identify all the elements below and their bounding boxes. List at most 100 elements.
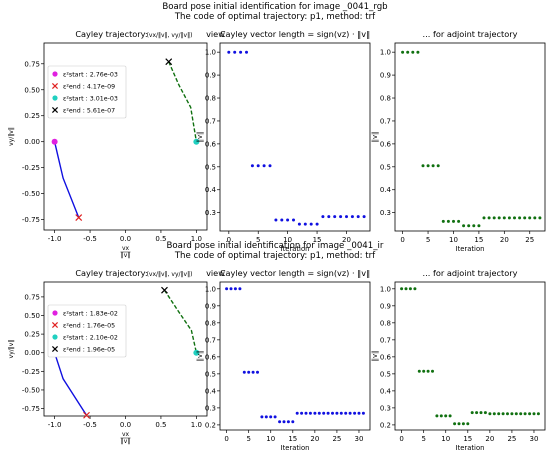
fig2-length-data-point xyxy=(291,420,295,424)
fig1-cayley-ytick-label: 0.50 xyxy=(24,86,40,94)
fig1-adjoint-xtick-label: 5 xyxy=(426,236,430,244)
fig2-length-data-point xyxy=(247,370,251,374)
fig2-cayley-legend-marker xyxy=(51,345,59,353)
fig1-adjoint-data-point xyxy=(472,224,476,228)
fig2-length-data-point xyxy=(269,415,273,419)
fig1-cayley-ylabel: vy/‖v‖ xyxy=(8,127,15,146)
fig2-cayley-title: Cayley trajectory: xyxy=(75,268,147,278)
fig1-length-data-point xyxy=(286,218,290,222)
fig2-length-data-point xyxy=(344,411,348,415)
fig1-length-data-point xyxy=(309,222,313,226)
fig2-adjoint-data-point xyxy=(470,411,474,415)
fig1-cayley-point-2 xyxy=(75,214,83,221)
fig1-length-data-point xyxy=(333,215,337,219)
fig1-adjoint-data-point xyxy=(518,216,522,220)
fig1-adjoint-data-point xyxy=(411,50,415,54)
fig1-length-data-point xyxy=(356,215,360,219)
fig1-cayley-ytick-label: -0.75 xyxy=(22,216,40,224)
fig2-adjoint-ytick-label: 0.7 xyxy=(380,336,391,344)
fig2-cayley-xtick-label: -0.5 xyxy=(83,421,97,429)
fig1-adjoint-data-point xyxy=(538,216,542,220)
fig1-cayley-ytick-label: 0.25 xyxy=(24,112,40,120)
fig2-length-data-point xyxy=(335,411,339,415)
fig1-length-data-point xyxy=(362,215,366,219)
fig2-cayley-legend-label: ε²end : 1.76e-05 xyxy=(63,323,115,330)
fig2-length-ytick-label: 0.7 xyxy=(205,336,216,344)
fig1-adjoint-ytick-label: 1.0 xyxy=(380,49,391,57)
fig1-length-data-point xyxy=(280,218,284,222)
fig1-length-data-point xyxy=(292,218,295,222)
fig1-length-data-point xyxy=(256,164,260,168)
fig2-cayley-xlabel-denom: ‖v‖ xyxy=(121,438,131,445)
fig2-cayley-xlabel: vx xyxy=(122,431,130,438)
fig2-length-data-point xyxy=(348,411,352,415)
fig2-cayley-point-3 xyxy=(193,349,200,356)
fig2-length-data-point xyxy=(260,415,264,419)
fig1-length-data-point xyxy=(250,164,254,168)
fig2-adjoint-xtick-label: 10 xyxy=(441,435,450,443)
figure-2-title: Board pose initial identification for im… xyxy=(166,241,384,251)
fig2-adjoint-data-point xyxy=(475,411,479,415)
fig2-length-ytick-label: 0.6 xyxy=(205,353,217,361)
fig1-cayley-trajectory-line-2 xyxy=(168,61,198,142)
fig1-length-xtick-label: 5 xyxy=(256,236,260,244)
fig1-cayley-point-1 xyxy=(51,138,58,145)
fig1-adjoint-xtick-label: 15 xyxy=(474,236,483,244)
fig2-cayley-ylabel: vy/‖v‖ xyxy=(8,340,15,359)
fig2-adjoint-ytick-label: 0.3 xyxy=(380,404,391,412)
fig1-adjoint-xtick-label: 10 xyxy=(449,236,458,244)
fig1-length-ytick-label: 1.0 xyxy=(205,49,216,57)
fig2-adjoint-data-point xyxy=(435,414,439,418)
fig2-cayley-ytick-label: -0.25 xyxy=(22,368,40,376)
fig2-length-data-point xyxy=(225,287,229,291)
fig2-length-xtick-label: 25 xyxy=(332,435,341,443)
fig2-length-data-point xyxy=(242,370,246,374)
fig1-length-ytick-label: 0.8 xyxy=(205,95,216,103)
fig1-length-ytick-label: 0.7 xyxy=(205,117,216,125)
fig2-adjoint-data-point xyxy=(528,412,532,416)
fig1-cayley-legend xyxy=(47,65,127,119)
fig1-adjoint-data-point xyxy=(401,50,405,54)
fig2-length-xtick-label: 20 xyxy=(310,435,319,443)
fig2-adjoint-data-point xyxy=(510,412,514,416)
fig1-cayley-legend-label: ε²start : 3.01e-03 xyxy=(63,96,118,103)
fig1-length-data-point xyxy=(327,215,331,219)
fig2-cayley-xtick-label: 0.5 xyxy=(155,421,166,429)
fig2-adjoint-data-point xyxy=(417,369,421,373)
fig2-length-ytick-label: 0.4 xyxy=(205,387,217,395)
fig2-adjoint-xtick-label: 30 xyxy=(530,435,539,443)
fig1-adjoint-xtick-label: 20 xyxy=(500,236,509,244)
fig2-adjoint-data-point xyxy=(404,287,408,291)
fig2-length-data-point xyxy=(282,420,286,424)
fig2-cayley-legend-label: ε²start : 2.10e-02 xyxy=(63,335,118,342)
fig2-adjoint-data-point xyxy=(448,414,452,418)
fig1-adjoint-ytick-label: 0.8 xyxy=(380,95,391,103)
fig1-cayley-legend-marker xyxy=(52,95,58,101)
fig1-adjoint-data-point xyxy=(477,224,481,228)
fig1-cayley-ytick-label: -0.50 xyxy=(22,190,40,198)
fig1-cayley-xtick-label: -0.5 xyxy=(83,235,97,243)
fig2-adjoint-data-point xyxy=(483,411,487,415)
fig2-length-ytick-label: 0.2 xyxy=(205,421,216,429)
fig1-length-data-point xyxy=(274,218,278,222)
fig2-adjoint-data-point xyxy=(444,414,448,418)
fig1-adjoint-data-point xyxy=(436,164,440,168)
fig2-length-ytick-label: 0.3 xyxy=(205,404,216,412)
fig1-adjoint-data-point xyxy=(431,164,435,168)
fig2-cayley-title-fraction: (vx/‖v‖, vy/‖v‖) xyxy=(147,271,193,278)
fig1-adjoint-ytick-label: 0.9 xyxy=(380,72,391,80)
fig2-length-data-point xyxy=(361,411,365,415)
fig1-adjoint-data-point xyxy=(426,164,430,168)
fig2-length-ytick-label: 1.0 xyxy=(205,285,216,293)
fig2-adjoint-data-point xyxy=(431,369,434,373)
fig2-adjoint-xtick-label: 20 xyxy=(485,435,494,443)
fig2-length-data-point xyxy=(317,411,321,415)
fig1-cayley-legend-label: ε²end : 4.17e-09 xyxy=(63,84,115,91)
fig2-adjoint-title: ... for adjoint trajectory xyxy=(423,268,518,278)
fig2-adjoint-xtick-label: 25 xyxy=(507,435,516,443)
fig1-length-xtick-label: 15 xyxy=(313,236,322,244)
fig1-length-data-point xyxy=(297,222,301,226)
fig1-adjoint-ylabel: ‖v‖ xyxy=(371,132,379,143)
fig1-length-ytick-label: 0.9 xyxy=(205,72,216,80)
